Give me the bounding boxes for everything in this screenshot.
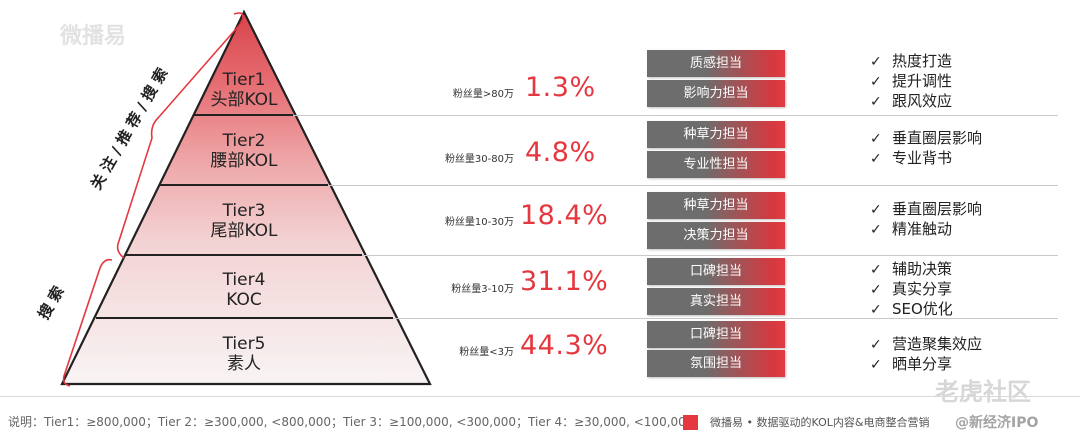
legend-text: 微播易 • 数据驱动的KOL内容&电商整合营销 [710,416,930,429]
tier4-label: Tier4 [222,270,266,290]
tier3-fans: 粉丝量10-30万 [444,217,514,228]
tier1-check-1: ✓ 热度打造 [870,52,952,71]
tier1-tag-2: 影响力担当 [647,80,785,107]
tier4-tag-1: 口碑担当 [647,258,785,285]
check-label: 真实分享 [892,280,953,298]
tier5-tag-2: 氛围担当 [647,350,785,377]
check-label: 营造聚集效应 [892,335,983,353]
tier3-check-1: ✓ 垂直圈层影响 [870,200,982,219]
check-icon: ✓ [870,94,882,110]
row-divider-1 [293,115,1058,116]
tier4-pct: 31.1% [520,266,609,297]
check-icon: ✓ [870,262,882,278]
tier5-tag-1: 口碑担当 [647,321,785,348]
check-label: 专业背书 [892,149,953,167]
tier1-fans: 粉丝量>80万 [452,89,514,100]
tier5-name: Tier5 素人 [184,334,304,374]
tier3-label: Tier3 [222,201,266,221]
tier2-name: Tier2 腰部KOL [184,131,304,171]
tier3-tag-2: 决策力担当 [647,222,785,249]
check-icon: ✓ [870,302,882,318]
check-icon: ✓ [870,151,882,167]
check-label: 辅助决策 [892,260,953,278]
tier1-label: Tier1 [222,70,266,90]
lower-bracket [62,258,113,387]
tier4-type: KOC [226,290,262,310]
check-label: 晒单分享 [892,355,953,373]
check-label: SEO优化 [892,300,953,318]
tier1-pct: 1.3% [525,72,596,103]
check-label: 垂直圈层影响 [892,129,983,147]
legend-swatch [683,415,698,430]
tier5-label: Tier5 [222,334,266,354]
tier2-tag-1: 种草力担当 [647,121,785,148]
check-label: 提升调性 [892,72,953,90]
check-icon: ✓ [870,337,882,353]
check-icon: ✓ [870,357,882,373]
upper-bracket [116,12,244,259]
tier2-check-2: ✓ 专业背书 [870,149,952,168]
watermark-ipo: @新经济IPO [955,415,1039,431]
check-icon: ✓ [870,282,882,298]
tier1-type: 头部KOL [210,90,278,110]
tier3-pct: 18.4% [520,200,609,231]
check-label: 跟风效应 [892,92,953,110]
kol-pyramid [60,9,432,387]
watermark-brand: 微播易 [60,24,127,49]
tier4-tag-2: 真实担当 [647,288,785,315]
tier2-fans: 粉丝量30-80万 [444,154,514,165]
tier4-check-2: ✓ 真实分享 [870,280,952,299]
tier5-check-2: ✓ 晒单分享 [870,355,952,374]
tier5-pct: 44.3% [520,330,609,361]
tier2-label: Tier2 [222,131,266,151]
check-icon: ✓ [870,131,882,147]
tier4-name: Tier4 KOC [184,270,304,310]
row-divider-4 [393,318,1058,319]
tier1-check-2: ✓ 提升调性 [870,72,952,91]
tier4-check-3: ✓ SEO优化 [870,300,953,319]
check-icon: ✓ [870,202,882,218]
tier5-type: 素人 [227,354,261,374]
row-divider-3 [362,255,1058,256]
pyramid-shape [60,9,432,386]
tier2-type: 腰部KOL [210,151,278,171]
footer-note: 说明：Tier1：≥800,000；Tier 2：≥300,000, <800,… [8,415,694,429]
tier2-tag-2: 专业性担当 [647,151,785,178]
tier3-check-2: ✓ 精准触动 [870,220,952,239]
watermark-site: 老虎社区 [935,378,1031,406]
tier2-check-1: ✓ 垂直圈层影响 [870,129,982,148]
tier4-fans: 粉丝量3-10万 [451,284,514,295]
check-icon: ✓ [870,54,882,70]
check-icon: ✓ [870,222,882,238]
tier4-check-1: ✓ 辅助决策 [870,260,952,279]
tier3-name: Tier3 尾部KOL [184,201,304,241]
tier5-check-1: ✓ 营造聚集效应 [870,335,982,354]
tier3-tag-1: 种草力担当 [647,192,785,219]
tier5-fans: 粉丝量<3万 [459,347,514,358]
tier1-name: Tier1 头部KOL [194,70,294,110]
tier1-check-3: ✓ 跟风效应 [870,92,952,111]
check-icon: ✓ [870,74,882,90]
footer-divider [0,396,1080,397]
check-label: 精准触动 [892,220,953,238]
check-label: 垂直圈层影响 [892,200,983,218]
tier2-pct: 4.8% [525,137,596,168]
tier1-tag-1: 质感担当 [647,50,785,77]
check-label: 热度打造 [892,52,953,70]
row-divider-2 [328,185,1058,186]
tier3-type: 尾部KOL [210,221,278,241]
